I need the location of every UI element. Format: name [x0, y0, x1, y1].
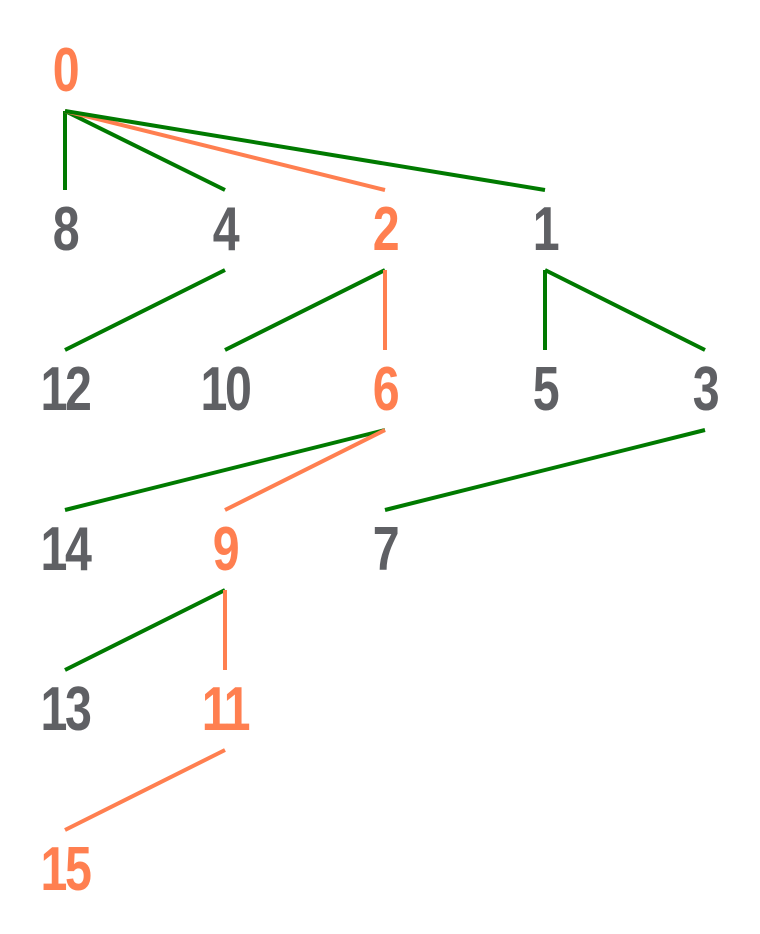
node-7: 7	[372, 515, 400, 584]
node-11: 11	[201, 675, 251, 744]
node-1: 1	[532, 195, 560, 264]
edge-3-7	[384, 428, 706, 512]
edge-4-12	[64, 268, 226, 352]
edge-6-14	[64, 428, 386, 512]
node-8: 8	[52, 195, 80, 264]
edge-0-2	[64, 109, 386, 192]
node-0: 0	[52, 36, 80, 105]
node-10: 10	[200, 355, 251, 424]
node-13: 13	[40, 675, 91, 744]
node-15: 15	[40, 835, 91, 904]
node-5: 5	[532, 355, 560, 424]
edge-1-3	[544, 268, 706, 352]
node-6: 6	[372, 355, 400, 424]
node-2: 2	[372, 195, 400, 264]
node-4: 4	[212, 195, 240, 264]
node-3: 3	[692, 355, 720, 424]
edge-2-10	[224, 268, 386, 352]
edge-0-1	[64, 109, 546, 192]
edge-0-4	[64, 109, 226, 192]
node-14: 14	[40, 515, 91, 584]
edge-9-13	[64, 588, 226, 672]
node-12: 12	[40, 355, 91, 424]
edge-6-9	[224, 428, 386, 512]
edge-11-15	[64, 748, 226, 832]
node-9: 9	[212, 515, 240, 584]
